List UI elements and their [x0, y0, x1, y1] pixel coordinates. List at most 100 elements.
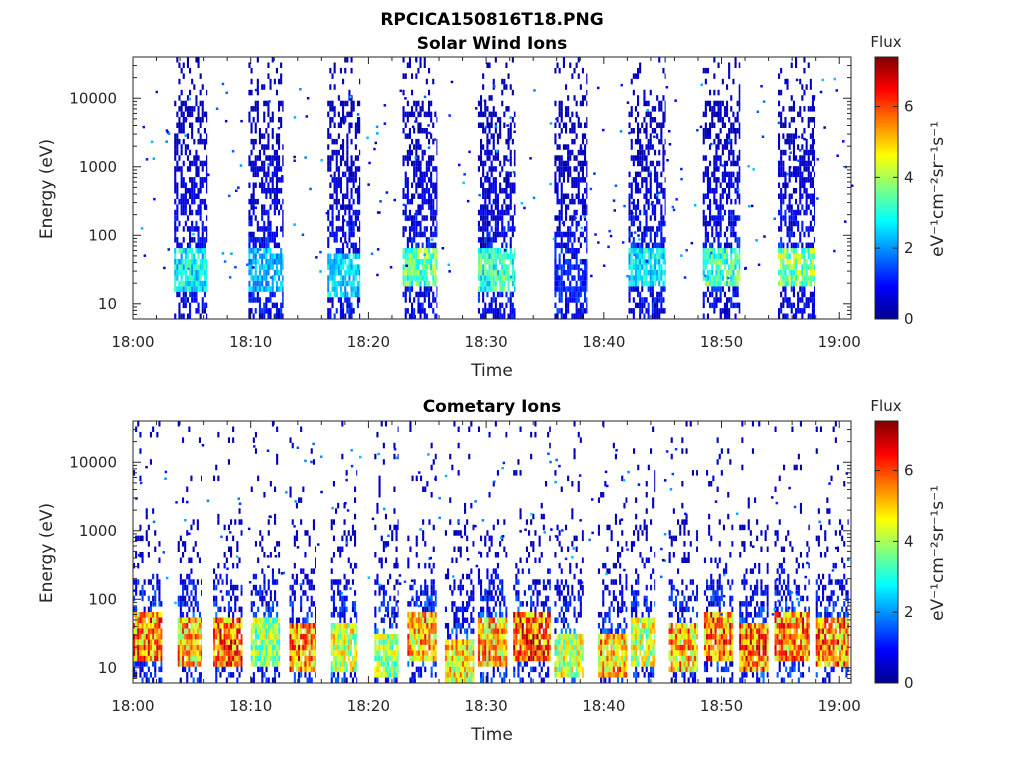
- heatmap-cell: [337, 248, 340, 254]
- heatmap-cell: [256, 237, 259, 243]
- heatmap-cell: [425, 242, 428, 249]
- heatmap-cell: [482, 128, 485, 134]
- heatmap-cell: [156, 633, 159, 640]
- heatmap-cell: [792, 155, 795, 161]
- heatmap-cell: [141, 552, 144, 558]
- heatmap-cell: [432, 166, 435, 172]
- heatmap-cell: [186, 111, 189, 118]
- heatmap-cell: [778, 313, 781, 319]
- heatmap-cell: [463, 173, 466, 176]
- heatmap-cell: [803, 166, 806, 172]
- heatmap-cell: [730, 253, 733, 259]
- solar-wind-heatmap-cells: [140, 57, 854, 319]
- heatmap-cell: [643, 193, 646, 199]
- heatmap-cell: [728, 297, 731, 303]
- heatmap-cell: [346, 144, 349, 150]
- heatmap-cell: [803, 264, 806, 270]
- heatmap-cell: [501, 302, 504, 309]
- heatmap-cell: [273, 259, 276, 265]
- heatmap-cell: [496, 313, 499, 319]
- heatmap-cell: [265, 248, 268, 254]
- heatmap-cell: [189, 67, 192, 74]
- heatmap-cell: [402, 160, 405, 167]
- heatmap-cell: [556, 62, 559, 68]
- heatmap-cell: [511, 182, 514, 188]
- heatmap-cell: [404, 122, 407, 128]
- heatmap-cell: [342, 275, 345, 281]
- heatmap-cell: [190, 628, 193, 634]
- heatmap-cell: [276, 453, 279, 460]
- heatmap-cell: [213, 584, 216, 591]
- heatmap-cell: [713, 297, 716, 303]
- heatmap-cell: [507, 226, 510, 232]
- heatmap-cell: [702, 171, 705, 178]
- heatmap-cell: [258, 286, 261, 292]
- heatmap-cell: [803, 259, 806, 265]
- heatmap-cell: [507, 144, 510, 150]
- heatmap-cell: [301, 233, 305, 236]
- heatmap-cell: [252, 275, 255, 281]
- heatmap-cell: [333, 269, 336, 276]
- heatmap-cell: [633, 253, 636, 257]
- heatmap-cell: [809, 182, 812, 188]
- heatmap-cell: [778, 209, 781, 216]
- heatmap-cell: [702, 269, 705, 276]
- heatmap-cell: [726, 269, 729, 276]
- heatmap-cell: [275, 269, 278, 276]
- heatmap-cell: [709, 280, 712, 287]
- heatmap-cell: [158, 584, 161, 591]
- heatmap-cell: [719, 106, 722, 112]
- heatmap-cell: [641, 144, 644, 150]
- heatmap-cell: [354, 242, 357, 249]
- heatmap-cell: [719, 220, 722, 227]
- heatmap-cell: [558, 133, 561, 136]
- heatmap-cell: [565, 291, 568, 298]
- heatmap-cell: [711, 122, 714, 128]
- heatmap-cell: [571, 275, 574, 281]
- heatmap-cell: [282, 302, 284, 309]
- heatmap-cell: [152, 426, 155, 432]
- heatmap-cell: [434, 231, 437, 238]
- heatmap-cell: [206, 166, 208, 172]
- heatmap-cell: [232, 426, 235, 432]
- heatmap-cell: [145, 644, 148, 651]
- heatmap-cell: [649, 286, 652, 292]
- heatmap-cell: [232, 644, 235, 651]
- heatmap-cell: [784, 280, 787, 287]
- heatmap-cell: [425, 188, 428, 194]
- heatmap-cell: [267, 231, 270, 238]
- heatmap-cell: [482, 269, 485, 276]
- heatmap-cell: [158, 421, 161, 427]
- heatmap-cell: [680, 167, 683, 171]
- heatmap-cell: [282, 259, 284, 265]
- heatmap-cell: [419, 269, 422, 276]
- heatmap-cell: [359, 198, 361, 205]
- heatmap-cell: [482, 297, 485, 303]
- heatmap-cell: [337, 264, 340, 270]
- heatmap-cell: [176, 275, 179, 281]
- heatmap-cell: [784, 297, 787, 303]
- heatmap-cell: [492, 259, 495, 265]
- heatmap-cell: [267, 639, 270, 645]
- heatmap-cell: [795, 253, 798, 259]
- heatmap-cell: [811, 248, 814, 254]
- heatmap-cell: [154, 650, 157, 656]
- heatmap-cell: [639, 209, 642, 216]
- heatmap-cell: [660, 226, 663, 232]
- heatmap-cell: [713, 275, 716, 281]
- heatmap-cell: [215, 612, 218, 618]
- heatmap-cell: [805, 297, 808, 303]
- heatmap-cell: [700, 83, 703, 86]
- heatmap-cell: [706, 171, 709, 178]
- heatmap-cell: [258, 264, 261, 270]
- heatmap-cell: [480, 160, 483, 167]
- heatmap-cell: [788, 138, 791, 145]
- heatmap-cell: [628, 231, 631, 238]
- heatmap-cell: [252, 188, 255, 194]
- heatmap-cell: [149, 628, 152, 634]
- heatmap-cell: [782, 269, 785, 276]
- heatmap-cell: [850, 184, 854, 187]
- heatmap-cell: [651, 275, 654, 281]
- heatmap-cell: [238, 672, 241, 678]
- heatmap-cell: [780, 171, 783, 178]
